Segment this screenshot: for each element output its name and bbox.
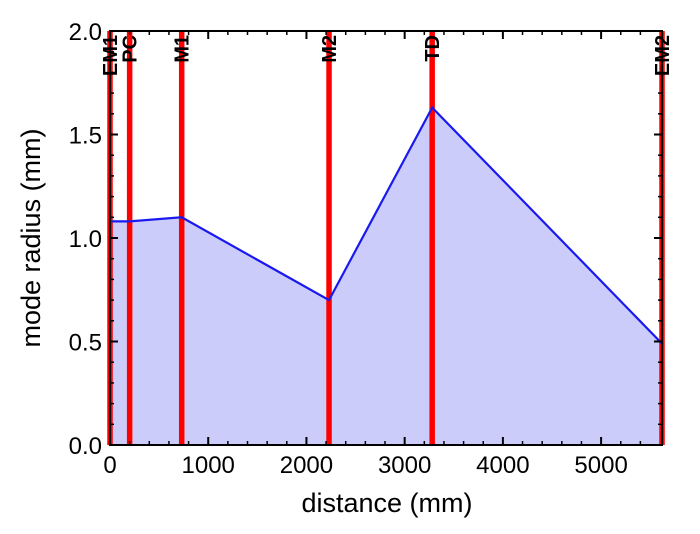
x-tick-label: 3000	[378, 452, 431, 479]
area-fill-layer	[110, 107, 662, 445]
marker-label-td: TD	[422, 35, 444, 62]
y-tick-label: 2.0	[69, 19, 102, 46]
series-area-fill	[110, 107, 662, 445]
marker-label-m2: M2	[319, 35, 341, 63]
axes	[109, 30, 663, 446]
series-line	[110, 105, 663, 345]
y-tick-label: 0.5	[69, 330, 102, 357]
y-tick-label: 1.5	[69, 123, 102, 150]
marker-label-m1: M1	[172, 35, 194, 63]
marker-label-em2: EM2	[652, 35, 674, 76]
series-line-layer	[109, 105, 663, 345]
y-tick-label: 1.0	[69, 226, 102, 253]
x-tick-label: 1000	[182, 452, 235, 479]
marker-label-em1: EM1	[100, 35, 122, 76]
x-tick-label: 4000	[476, 452, 529, 479]
y-tick-label: 0.0	[69, 433, 102, 460]
marker-label-pc: PC	[120, 35, 142, 63]
x-tick-label: 5000	[574, 452, 627, 479]
x-axis-title: distance (mm)	[301, 488, 472, 518]
x-tick-label: 0	[103, 452, 116, 479]
x-tick-label: 2000	[280, 452, 333, 479]
labels: 0 1000 2000 3000 4000 5000 0.0 0.5 1.0 1.5 2.0EM1P…	[69, 19, 674, 479]
y-axis-title: mode radius (mm)	[16, 128, 46, 347]
